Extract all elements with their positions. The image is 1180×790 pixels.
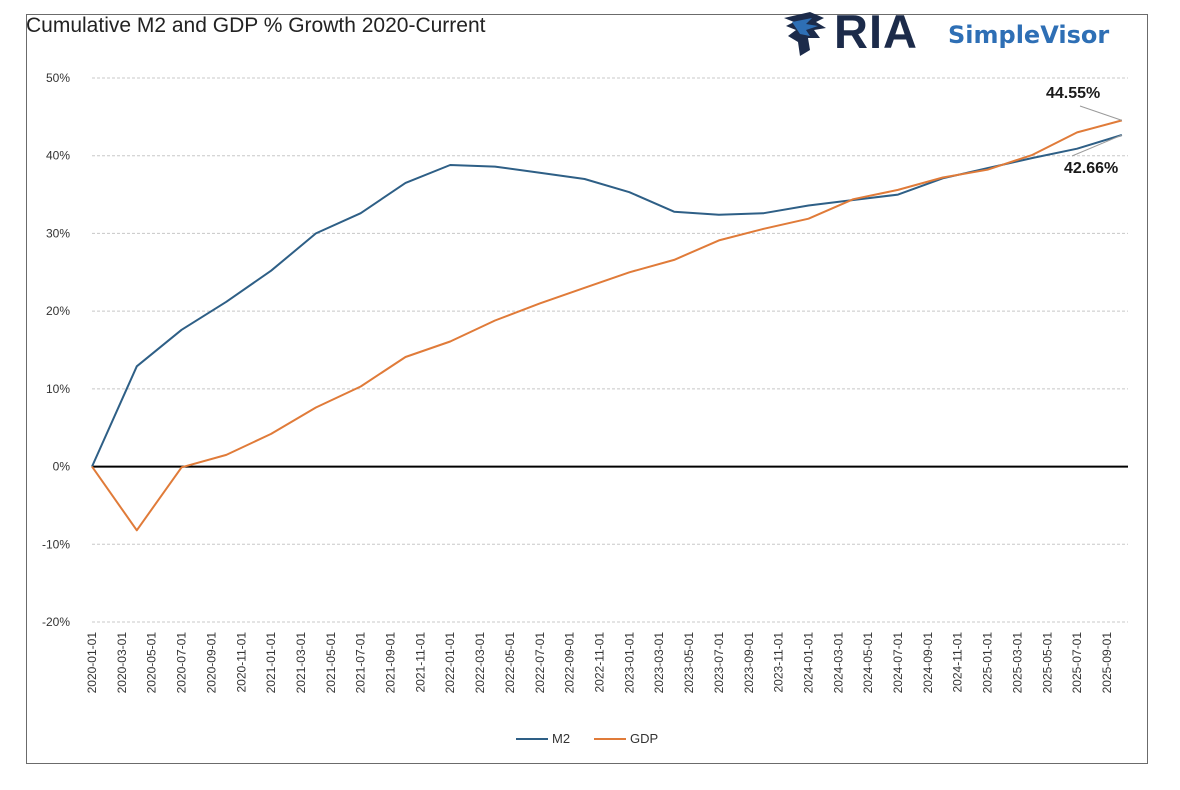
x-tick-label: 2024-05-01 xyxy=(861,632,875,694)
x-tick-label: 2024-11-01 xyxy=(951,632,965,693)
y-tick-label: -20% xyxy=(42,615,70,629)
x-tick-label: 2023-11-01 xyxy=(772,632,786,693)
x-tick-label: 2020-05-01 xyxy=(145,632,159,694)
y-tick-label: 20% xyxy=(46,304,70,318)
logo: RIA SimpleVisor xyxy=(780,5,1110,62)
y-tick-label: 30% xyxy=(46,226,70,240)
x-tick-label: 2021-01-01 xyxy=(264,632,278,694)
x-axis: 2020-01-01 2020-03-01 2020-05-01 2020-07-01… xyxy=(85,632,1114,694)
y-tick-label: 50% xyxy=(46,71,70,85)
annotation-leader xyxy=(1071,134,1123,157)
x-tick-label: 2022-11-01 xyxy=(593,632,607,693)
x-tick-label: 2021-07-01 xyxy=(354,632,368,694)
x-tick-label: 2020-01-01 xyxy=(85,632,99,694)
y-tick-label: -10% xyxy=(42,537,70,551)
x-tick-label: 2024-01-01 xyxy=(801,632,815,694)
legend: M2 GDP xyxy=(516,731,658,746)
annotations: 44.55% 42.66% xyxy=(1046,85,1123,177)
x-tick-label: 2023-07-01 xyxy=(712,632,726,694)
legend-label-m2: M2 xyxy=(552,731,570,746)
annotation-leader xyxy=(1079,105,1123,121)
x-tick-label: 2025-05-01 xyxy=(1040,632,1054,694)
grid-lines xyxy=(92,77,1128,623)
series-line-m2 xyxy=(91,134,1123,468)
x-tick-label: 2023-03-01 xyxy=(652,632,666,694)
x-tick-label: 2020-09-01 xyxy=(204,632,218,694)
logo-product: SimpleVisor xyxy=(948,21,1110,49)
x-tick-label: 2024-03-01 xyxy=(831,632,845,694)
x-tick-label: 2020-07-01 xyxy=(175,632,189,694)
x-tick-label: 2023-09-01 xyxy=(742,632,756,694)
x-tick-label: 2022-09-01 xyxy=(563,632,577,694)
x-tick-label: 2022-03-01 xyxy=(473,632,487,694)
annotation-label: 42.66% xyxy=(1064,160,1118,177)
y-tick-label: 0% xyxy=(53,460,71,474)
x-tick-label: 2025-09-01 xyxy=(1100,632,1114,694)
x-tick-label: 2025-03-01 xyxy=(1010,632,1024,694)
x-tick-label: 2023-05-01 xyxy=(682,632,696,694)
x-tick-label: 2025-01-01 xyxy=(981,632,995,694)
eagle-icon xyxy=(784,12,826,56)
series-line-gdp xyxy=(91,119,1123,532)
x-tick-label: 2021-03-01 xyxy=(294,632,308,694)
annotation-label: 44.55% xyxy=(1046,85,1100,102)
y-tick-label: 40% xyxy=(46,149,70,163)
x-tick-label: 2020-03-01 xyxy=(115,632,129,694)
x-tick-label: 2024-07-01 xyxy=(891,632,905,694)
x-tick-label: 2021-11-01 xyxy=(413,632,427,693)
x-tick-label: 2022-07-01 xyxy=(533,632,547,694)
x-tick-label: 2021-09-01 xyxy=(384,632,398,694)
x-tick-label: 2022-05-01 xyxy=(503,632,517,694)
chart-title: Cumulative M2 and GDP % Growth 2020-Curr… xyxy=(26,14,486,37)
y-tick-label: 10% xyxy=(46,382,70,396)
x-tick-label: 2023-01-01 xyxy=(622,632,636,694)
x-tick-label: 2020-11-01 xyxy=(234,632,248,693)
x-tick-label: 2021-05-01 xyxy=(324,632,338,694)
x-tick-label: 2022-01-01 xyxy=(443,632,457,694)
y-axis: -20% -10% 0% 10% 20% 30% 40% 50% xyxy=(42,71,70,629)
x-tick-label: 2025-07-01 xyxy=(1070,632,1084,694)
logo-brand: RIA xyxy=(834,5,918,58)
x-tick-label: 2024-09-01 xyxy=(921,632,935,694)
series-lines xyxy=(91,119,1123,532)
legend-label-gdp: GDP xyxy=(630,731,658,746)
